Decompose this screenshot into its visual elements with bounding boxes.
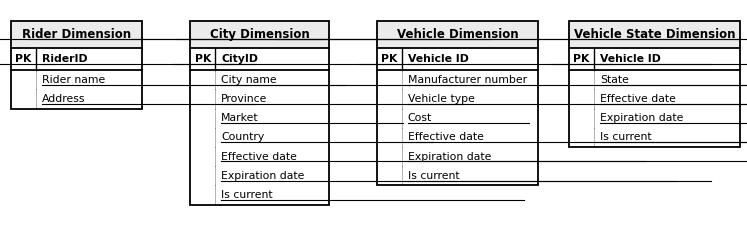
Text: Vehicle State Dimension: Vehicle State Dimension <box>574 28 735 41</box>
Bar <box>377 48 538 185</box>
Text: Expiration date: Expiration date <box>600 113 684 123</box>
Text: City Dimension: City Dimension <box>210 28 309 41</box>
Text: City name: City name <box>221 75 276 85</box>
Text: Country: Country <box>221 132 264 142</box>
Text: PK: PK <box>16 54 31 64</box>
Text: Rider Dimension: Rider Dimension <box>22 28 131 41</box>
Bar <box>11 21 142 109</box>
Bar <box>190 21 329 48</box>
Bar <box>377 21 538 48</box>
Text: Manufacturer number: Manufacturer number <box>408 75 527 85</box>
Text: Effective date: Effective date <box>221 152 297 161</box>
Text: PK: PK <box>574 54 589 64</box>
Text: State: State <box>600 75 629 85</box>
Bar <box>190 21 329 205</box>
Text: PK: PK <box>382 54 397 64</box>
Text: Market: Market <box>221 113 258 123</box>
Bar <box>11 48 142 109</box>
Text: RiderID: RiderID <box>42 54 87 64</box>
Text: Vehicle Dimension: Vehicle Dimension <box>397 28 518 41</box>
Text: Cost: Cost <box>408 113 432 123</box>
Text: Vehicle ID: Vehicle ID <box>408 54 468 64</box>
Text: Is current: Is current <box>600 132 651 142</box>
Bar <box>569 21 740 48</box>
Bar <box>190 48 329 205</box>
Text: PK: PK <box>195 54 211 64</box>
Text: Is current: Is current <box>408 171 459 181</box>
Text: Is current: Is current <box>221 190 273 200</box>
Text: Province: Province <box>221 94 267 104</box>
Bar <box>11 21 142 48</box>
Text: Effective date: Effective date <box>408 132 484 142</box>
Text: Vehicle ID: Vehicle ID <box>600 54 660 64</box>
Text: Expiration date: Expiration date <box>221 171 305 181</box>
Text: Expiration date: Expiration date <box>408 152 492 161</box>
Bar <box>377 21 538 185</box>
Text: Rider name: Rider name <box>42 75 105 85</box>
Bar <box>569 48 740 147</box>
Text: Address: Address <box>42 94 85 104</box>
Text: CityID: CityID <box>221 54 258 64</box>
Text: Effective date: Effective date <box>600 94 676 104</box>
Text: Vehicle type: Vehicle type <box>408 94 475 104</box>
Bar <box>569 21 740 147</box>
